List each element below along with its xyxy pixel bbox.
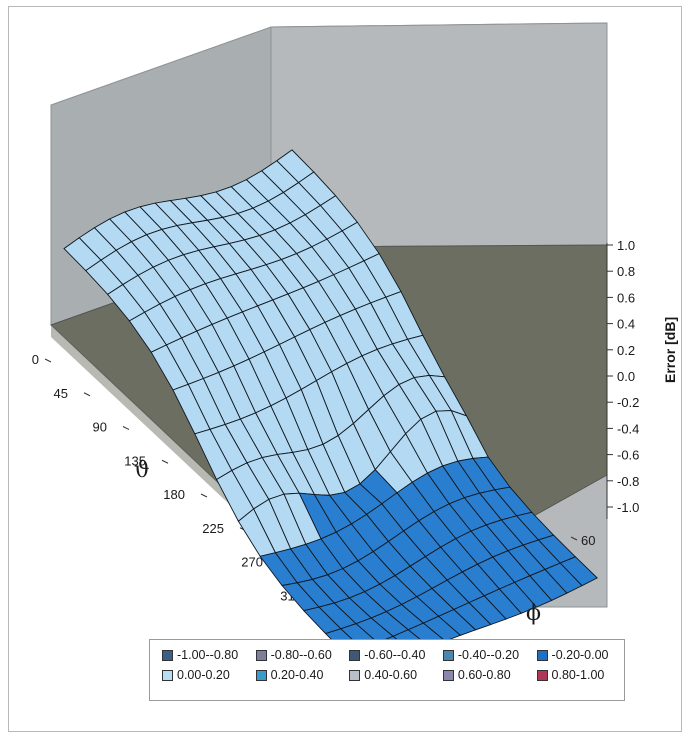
- x-axis-symbol: ϑ: [134, 458, 150, 483]
- legend-swatch: [162, 669, 173, 681]
- legend-label: 0.00-0.20: [177, 668, 230, 682]
- x-tick-mark: [122, 426, 130, 430]
- legend-item: 0.80-1.00: [536, 668, 616, 682]
- x-tick-mark: [200, 493, 208, 498]
- x-tick-mark: [44, 358, 52, 363]
- legend-label: -0.20-0.00: [551, 648, 609, 662]
- chart-frame: 1.0 0.8 0.6 0.4 0.2 0.0 -0.2 -0.4 -0.6 -0.8 -1.0 0…: [8, 6, 682, 732]
- legend-swatch: [442, 669, 454, 681]
- z-tick-label: 0.8: [617, 264, 635, 279]
- legend-item: 0.40-0.60: [349, 668, 433, 682]
- z-tick-label: -0.2: [617, 395, 639, 410]
- legend-item: 0.60-0.80: [442, 668, 527, 682]
- legend-item: -0.20-0.00: [536, 648, 616, 662]
- legend-label: 0.60-0.80: [457, 668, 511, 682]
- z-tick-label: -0.8: [617, 474, 639, 489]
- y-axis-symbol: ϕ: [526, 601, 541, 626]
- x-tick-mark: [161, 459, 169, 464]
- z-tick-label: -0.4: [617, 421, 639, 436]
- legend-label: 0.20-0.40: [270, 668, 324, 682]
- x-tick-label: 180: [163, 487, 185, 502]
- legend-label: -0.80--0.60: [270, 648, 332, 662]
- legend-swatch: [255, 649, 267, 661]
- x-tick-label: 45: [54, 386, 68, 401]
- surface-chart: 1.0 0.8 0.6 0.4 0.2 0.0 -0.2 -0.4 -0.6 -0.8 -1.0 0…: [32, 22, 678, 677]
- legend-item: -0.40--0.20: [442, 648, 527, 662]
- legend-label: -1.00--0.80: [177, 648, 239, 662]
- x-tick-label: 270: [241, 555, 263, 570]
- y-tick-mark: [570, 536, 578, 541]
- z-tick-label: 1.0: [617, 238, 635, 253]
- legend-label: -0.60--0.40: [364, 648, 426, 662]
- z-axis-ticks: 1.0 0.8 0.6 0.4 0.2 0.0 -0.2 -0.4 -0.6 -0.8 -1.0: [607, 238, 639, 515]
- legend-swatch: [442, 649, 454, 661]
- legend-item: -1.00--0.80: [162, 648, 246, 662]
- legend-swatch: [536, 649, 548, 661]
- legend: -1.00--0.80 -0.80--0.60 -0.60--0.40 -0.40--…: [149, 639, 625, 701]
- z-tick-label: 0.0: [617, 369, 635, 384]
- legend-item: -0.80--0.60: [255, 648, 340, 662]
- x-tick-label: 135: [124, 453, 146, 468]
- z-tick-label: 0.6: [617, 290, 635, 305]
- x-tick-label: 90: [93, 420, 107, 435]
- legend-item: -0.60--0.40: [349, 648, 433, 662]
- z-tick-label: -1.0: [617, 500, 639, 515]
- y-tick-label: 60: [581, 533, 595, 548]
- z-tick-label: 0.2: [617, 343, 635, 358]
- z-tick-label: 0.4: [617, 317, 635, 332]
- legend-label: 0.80-1.00: [551, 668, 605, 682]
- legend-label: -0.40--0.20: [457, 648, 520, 662]
- z-tick-label: -0.6: [617, 448, 639, 463]
- legend-swatch: [162, 649, 173, 661]
- legend-item: 0.20-0.40: [255, 668, 340, 682]
- legend-swatch: [349, 669, 361, 681]
- legend-label: 0.40-0.60: [364, 668, 418, 682]
- x-tick-label: 225: [202, 521, 224, 536]
- legend-item: 0.00-0.20: [162, 668, 246, 682]
- z-axis-label: Error [dB]: [662, 317, 678, 383]
- error-surface: [63, 149, 598, 677]
- legend-swatch: [255, 669, 267, 681]
- x-tick-mark: [83, 392, 91, 397]
- legend-swatch: [349, 649, 361, 661]
- x-tick-label: 0: [32, 352, 39, 367]
- legend-swatch: [536, 669, 548, 681]
